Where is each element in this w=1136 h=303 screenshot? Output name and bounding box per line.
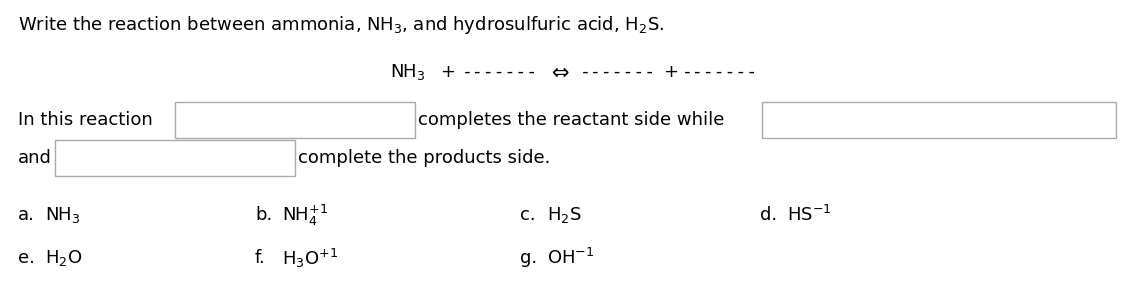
Text: -------: -------: [462, 63, 538, 81]
Text: d.: d.: [760, 206, 777, 224]
Text: -------: -------: [580, 63, 657, 81]
Text: +: +: [663, 63, 678, 81]
Text: and: and: [18, 149, 52, 167]
Text: e.: e.: [18, 249, 35, 267]
Text: NH$_3$: NH$_3$: [45, 205, 81, 225]
Text: H$_2$S: H$_2$S: [548, 205, 582, 225]
Text: a.: a.: [18, 206, 35, 224]
Text: In this reaction: In this reaction: [18, 111, 152, 129]
Text: -------: -------: [682, 63, 758, 81]
Text: NH$_3$: NH$_3$: [390, 62, 426, 82]
Text: HS$^{-1}$: HS$^{-1}$: [787, 205, 832, 225]
Text: $\Leftrightarrow$: $\Leftrightarrow$: [546, 62, 569, 82]
Bar: [175, 102, 415, 138]
Bar: [55, 140, 295, 176]
Text: +: +: [440, 63, 456, 81]
Text: c.: c.: [520, 206, 536, 224]
Text: b.: b.: [254, 206, 273, 224]
Text: H$_2$O: H$_2$O: [45, 248, 82, 268]
Bar: [762, 102, 1116, 138]
Text: g.: g.: [520, 249, 537, 267]
Text: complete the products side.: complete the products side.: [298, 149, 550, 167]
Text: H$_3$O$^{+1}$: H$_3$O$^{+1}$: [282, 246, 339, 270]
Text: completes the reactant side while: completes the reactant side while: [418, 111, 725, 129]
Text: Write the reaction between ammonia, NH$_3$, and hydrosulfuric acid, H$_2$S.: Write the reaction between ammonia, NH$_…: [18, 14, 665, 36]
Text: f.: f.: [254, 249, 266, 267]
Text: NH$_4^{+1}$: NH$_4^{+1}$: [282, 202, 328, 228]
Text: OH$^{-1}$: OH$^{-1}$: [548, 248, 594, 268]
